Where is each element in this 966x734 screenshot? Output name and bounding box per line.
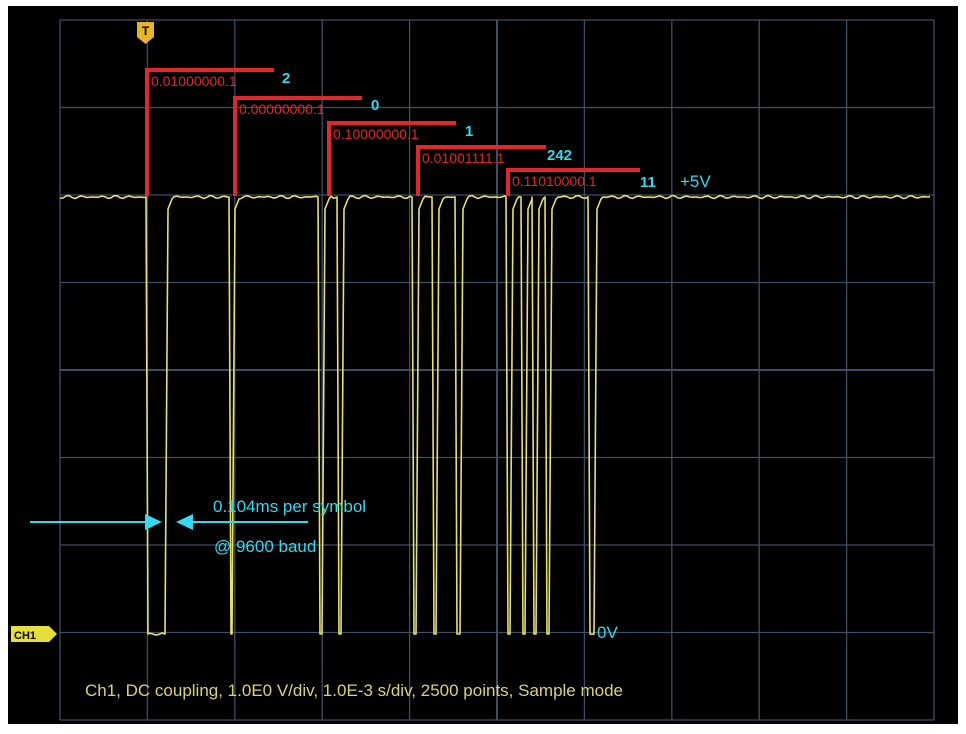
decoded-byte: 0.10000000.1 1 <box>327 121 473 196</box>
decoded-byte-bar <box>418 145 546 149</box>
decoded-byte-value: 242 <box>547 147 572 164</box>
decoded-byte-value: 11 <box>640 174 656 191</box>
symbol-period-text: 0.104ms per symbol <box>213 497 366 516</box>
low-level-label: 0V <box>597 623 618 642</box>
trigger-marker[interactable]: T <box>137 22 154 44</box>
decoded-byte-marker <box>327 121 331 196</box>
baud-rate-text: @ 9600 baud <box>214 537 316 556</box>
decoded-byte-bits: 0.10000000.1 <box>333 126 419 142</box>
decoded-byte-marker <box>416 145 420 196</box>
status-line: Ch1, DC coupling, 1.0E0 V/div, 1.0E-3 s/… <box>85 681 623 700</box>
decoded-byte: 0.01000000.1 2 <box>145 68 290 196</box>
decoded-byte-bits: 0.01001111.1 <box>422 150 505 166</box>
high-level-label: +5V <box>680 172 711 191</box>
uart-decode-annotations: 0.01000000.1 2 0.00000000.1 0 0.10000000… <box>145 68 656 196</box>
decoded-byte: 0.00000000.1 0 <box>233 96 379 196</box>
decoded-byte-value: 0 <box>371 97 379 114</box>
trigger-marker-label: T <box>142 24 150 38</box>
decoded-byte-bar <box>328 121 456 125</box>
decoded-byte-marker <box>145 68 149 196</box>
symbol-period-annotation: 0.104ms per symbol @ 9600 baud <box>30 497 366 556</box>
decoded-byte-bar <box>508 168 640 172</box>
channel-marker[interactable]: CH1 <box>11 626 57 642</box>
channel-marker-label: CH1 <box>14 630 36 642</box>
decoded-byte-marker <box>233 96 237 196</box>
decoded-byte-bits: 0.00000000.1 <box>239 101 325 117</box>
right-arrow-icon <box>176 514 193 530</box>
decoded-byte-value: 1 <box>465 123 473 140</box>
decoded-byte-bits: 0.01000000.1 <box>151 73 237 89</box>
decoded-byte-marker <box>506 168 510 196</box>
decoded-byte-value: 2 <box>282 70 290 87</box>
decoded-byte-bar <box>146 68 274 72</box>
graticule <box>59 19 935 721</box>
display-background <box>8 6 958 724</box>
left-arrow-icon <box>145 514 162 530</box>
decoded-byte-bits: 0.11010000.1 <box>512 173 597 189</box>
decoded-byte-bar <box>234 96 362 100</box>
ch1-waveform <box>59 194 931 636</box>
decoded-byte: 0.11010000.1 11 <box>506 168 656 196</box>
decoded-byte: 0.01001111.1 242 <box>416 145 572 196</box>
